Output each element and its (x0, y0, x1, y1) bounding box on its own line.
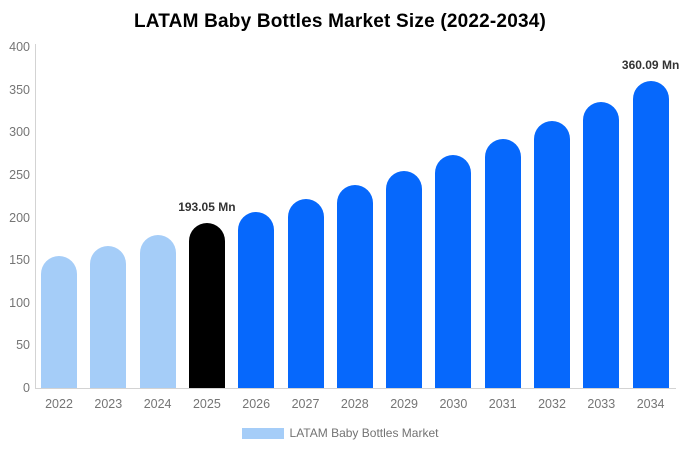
legend-label: LATAM Baby Bottles Market (289, 426, 439, 440)
y-tick-label-150: 150 (9, 253, 30, 268)
legend-swatch-icon (241, 427, 284, 439)
value-label-2025: 193.05 Mn (178, 200, 236, 215)
bar-2034[interactable] (632, 81, 669, 388)
bar-2023[interactable] (90, 245, 127, 388)
bar-2030[interactable] (435, 155, 472, 388)
x-tick-label-2032: 2032 (538, 397, 566, 411)
y-tick-label-300: 300 (9, 125, 30, 140)
x-axis-line (35, 388, 676, 389)
x-tick-label-2026: 2026 (242, 397, 271, 411)
x-tick-label-2023: 2023 (94, 397, 123, 411)
x-tick-label-2022: 2022 (45, 397, 73, 411)
bar-2033[interactable] (583, 101, 620, 388)
bar-2028[interactable] (336, 185, 373, 388)
bar-2032[interactable] (534, 121, 570, 388)
bar-2024[interactable] (139, 234, 176, 388)
x-tick-label-2024: 2024 (143, 397, 172, 411)
x-tick-label-2031: 2031 (488, 397, 517, 411)
x-tick-label-2028: 2028 (340, 397, 369, 411)
y-tick-label-400: 400 (9, 40, 30, 54)
bar-2026[interactable] (238, 211, 275, 388)
bar-2022[interactable] (41, 255, 77, 388)
value-label-2034: 360.09 Mn (621, 58, 680, 73)
x-tick-label-2025: 2025 (192, 397, 221, 411)
x-tick-label-2034: 2034 (636, 397, 665, 411)
bar-2027[interactable] (287, 198, 324, 388)
bar-2029[interactable] (386, 170, 423, 388)
y-tick-label-250: 250 (9, 167, 30, 182)
bar-2031[interactable] (484, 139, 521, 388)
y-tick-label-200: 200 (9, 210, 30, 225)
y-tick-label-350: 350 (9, 82, 30, 97)
bar-2025[interactable] (188, 223, 225, 388)
x-tick-label-2029: 2029 (390, 397, 418, 411)
y-tick-label-50: 50 (16, 338, 30, 353)
y-tick-label-100: 100 (9, 295, 30, 310)
x-tick-label-2027: 2027 (291, 397, 320, 411)
legend[interactable]: LATAM Baby Bottles Market (0, 426, 680, 440)
chart-title: LATAM Baby Bottles Market Size (2022-203… (133, 11, 547, 32)
y-tick-label-0: 0 (23, 381, 30, 395)
x-tick-label-2033: 2033 (587, 397, 616, 411)
x-tick-label-2030: 2030 (439, 397, 468, 411)
y-axis-line (35, 44, 36, 389)
